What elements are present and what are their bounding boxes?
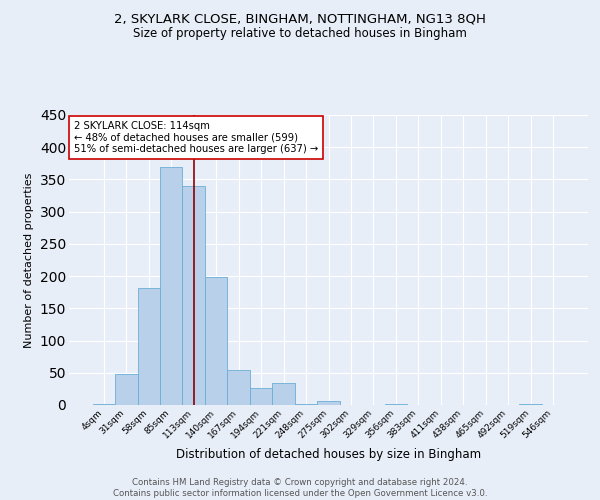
Bar (115, 374, 137, 405)
Bar (92, 404, 115, 405)
Text: 2, SKYLARK CLOSE, BINGHAM, NOTTINGHAM, NG13 8QH: 2, SKYLARK CLOSE, BINGHAM, NOTTINGHAM, N… (114, 12, 486, 26)
Bar (137, 288, 160, 405)
Bar (295, 404, 317, 405)
Bar (205, 278, 227, 405)
Text: Size of property relative to detached houses in Bingham: Size of property relative to detached ho… (133, 28, 467, 40)
Bar (227, 370, 250, 405)
Bar (182, 186, 205, 405)
X-axis label: Distribution of detached houses by size in Bingham: Distribution of detached houses by size … (176, 448, 481, 461)
Y-axis label: Number of detached properties: Number of detached properties (24, 172, 34, 348)
Text: Contains HM Land Registry data © Crown copyright and database right 2024.
Contai: Contains HM Land Registry data © Crown c… (113, 478, 487, 498)
Bar (160, 166, 182, 405)
Bar (250, 388, 272, 405)
Bar (520, 404, 542, 405)
Bar (317, 401, 340, 405)
Bar (385, 404, 407, 405)
Text: 2 SKYLARK CLOSE: 114sqm
← 48% of detached houses are smaller (599)
51% of semi-d: 2 SKYLARK CLOSE: 114sqm ← 48% of detache… (74, 121, 319, 154)
Bar (272, 383, 295, 405)
